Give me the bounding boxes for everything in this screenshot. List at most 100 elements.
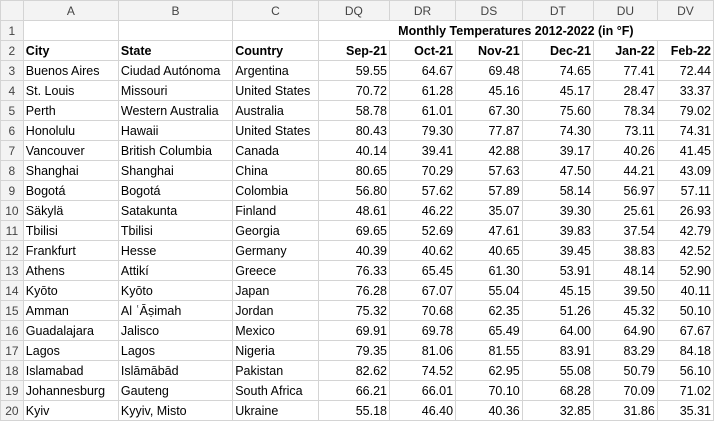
- temperature-cell[interactable]: 69.91: [317, 320, 391, 341]
- state-cell[interactable]: Satakunta: [117, 200, 234, 221]
- temperature-cell[interactable]: 79.30: [388, 120, 457, 141]
- column-header[interactable]: C: [232, 0, 319, 21]
- temperature-cell[interactable]: 82.62: [317, 360, 391, 381]
- column-header[interactable]: DQ: [317, 0, 391, 21]
- temperature-cell[interactable]: 48.61: [317, 200, 391, 221]
- state-cell[interactable]: Shanghai: [117, 160, 234, 181]
- temperature-cell[interactable]: 40.62: [388, 240, 457, 261]
- column-header[interactable]: DS: [455, 0, 523, 21]
- month-header-cell[interactable]: Oct-21: [388, 40, 457, 61]
- temperature-cell[interactable]: 44.21: [592, 160, 658, 181]
- month-header-cell[interactable]: Feb-22: [656, 40, 714, 61]
- column-header[interactable]: B: [117, 0, 234, 21]
- row-header[interactable]: 5: [0, 100, 24, 121]
- row-header[interactable]: 18: [0, 360, 24, 381]
- city-cell[interactable]: St. Louis: [22, 80, 119, 101]
- temperature-cell[interactable]: 64.90: [592, 320, 658, 341]
- temperature-cell[interactable]: 48.14: [592, 260, 658, 281]
- state-header-cell[interactable]: State: [117, 40, 234, 61]
- row-header[interactable]: 11: [0, 220, 24, 241]
- temperature-cell[interactable]: 70.10: [455, 380, 523, 401]
- temperature-cell[interactable]: 70.72: [317, 80, 391, 101]
- country-cell[interactable]: Mexico: [232, 320, 319, 341]
- cell[interactable]: [22, 20, 119, 41]
- cell[interactable]: [117, 20, 234, 41]
- temperature-cell[interactable]: 77.87: [455, 120, 523, 141]
- table-title-cell[interactable]: Monthly Temperatures 2012-2022 (in °F): [317, 20, 714, 41]
- country-cell[interactable]: Colombia: [232, 180, 319, 201]
- temperature-cell[interactable]: 69.48: [455, 60, 523, 81]
- city-cell[interactable]: Honolulu: [22, 120, 119, 141]
- temperature-cell[interactable]: 79.35: [317, 340, 391, 361]
- state-cell[interactable]: Jalisco: [117, 320, 234, 341]
- temperature-cell[interactable]: 65.49: [455, 320, 523, 341]
- state-cell[interactable]: Al ʿĀṣimah: [117, 300, 234, 321]
- temperature-cell[interactable]: 53.91: [521, 260, 594, 281]
- temperature-cell[interactable]: 74.30: [521, 120, 594, 141]
- temperature-cell[interactable]: 57.89: [455, 180, 523, 201]
- row-header[interactable]: 2: [0, 40, 24, 61]
- temperature-cell[interactable]: 25.61: [592, 200, 658, 221]
- row-header[interactable]: 14: [0, 280, 24, 301]
- country-cell[interactable]: Canada: [232, 140, 319, 161]
- country-cell[interactable]: Finland: [232, 200, 319, 221]
- temperature-cell[interactable]: 66.21: [317, 380, 391, 401]
- temperature-cell[interactable]: 40.65: [455, 240, 523, 261]
- temperature-cell[interactable]: 43.09: [656, 160, 714, 181]
- month-header-cell[interactable]: Sep-21: [317, 40, 391, 61]
- country-cell[interactable]: Australia: [232, 100, 319, 121]
- temperature-cell[interactable]: 83.91: [521, 340, 594, 361]
- temperature-cell[interactable]: 76.33: [317, 260, 391, 281]
- temperature-cell[interactable]: 79.02: [656, 100, 714, 121]
- temperature-cell[interactable]: 50.79: [592, 360, 658, 381]
- temperature-cell[interactable]: 46.40: [388, 400, 457, 421]
- temperature-cell[interactable]: 81.55: [455, 340, 523, 361]
- temperature-cell[interactable]: 35.31: [656, 400, 714, 421]
- temperature-cell[interactable]: 67.07: [388, 280, 457, 301]
- month-header-cell[interactable]: Dec-21: [521, 40, 594, 61]
- temperature-cell[interactable]: 73.11: [592, 120, 658, 141]
- temperature-cell[interactable]: 45.15: [521, 280, 594, 301]
- temperature-cell[interactable]: 32.85: [521, 400, 594, 421]
- temperature-cell[interactable]: 40.14: [317, 140, 391, 161]
- temperature-cell[interactable]: 52.90: [656, 260, 714, 281]
- city-cell[interactable]: Lagos: [22, 340, 119, 361]
- temperature-cell[interactable]: 39.30: [521, 200, 594, 221]
- row-header[interactable]: 16: [0, 320, 24, 341]
- city-cell[interactable]: Säkylä: [22, 200, 119, 221]
- temperature-cell[interactable]: 80.43: [317, 120, 391, 141]
- column-header[interactable]: A: [22, 0, 119, 21]
- temperature-cell[interactable]: 78.34: [592, 100, 658, 121]
- temperature-cell[interactable]: 59.55: [317, 60, 391, 81]
- country-cell[interactable]: South Africa: [232, 380, 319, 401]
- state-cell[interactable]: Lagos: [117, 340, 234, 361]
- temperature-cell[interactable]: 41.45: [656, 140, 714, 161]
- city-cell[interactable]: Johannesburg: [22, 380, 119, 401]
- temperature-cell[interactable]: 66.01: [388, 380, 457, 401]
- temperature-cell[interactable]: 70.29: [388, 160, 457, 181]
- column-header[interactable]: DR: [388, 0, 457, 21]
- country-cell[interactable]: Georgia: [232, 220, 319, 241]
- temperature-cell[interactable]: 39.41: [388, 140, 457, 161]
- temperature-cell[interactable]: 70.68: [388, 300, 457, 321]
- temperature-cell[interactable]: 37.54: [592, 220, 658, 241]
- temperature-cell[interactable]: 74.52: [388, 360, 457, 381]
- temperature-cell[interactable]: 69.78: [388, 320, 457, 341]
- city-cell[interactable]: Tbilisi: [22, 220, 119, 241]
- temperature-cell[interactable]: 67.30: [455, 100, 523, 121]
- temperature-cell[interactable]: 77.41: [592, 60, 658, 81]
- temperature-cell[interactable]: 39.83: [521, 220, 594, 241]
- column-header[interactable]: DT: [521, 0, 594, 21]
- select-all-corner[interactable]: [0, 0, 24, 21]
- temperature-cell[interactable]: 35.07: [455, 200, 523, 221]
- row-header[interactable]: 13: [0, 260, 24, 281]
- temperature-cell[interactable]: 57.11: [656, 180, 714, 201]
- temperature-cell[interactable]: 39.50: [592, 280, 658, 301]
- state-cell[interactable]: Hawaii: [117, 120, 234, 141]
- state-cell[interactable]: British Columbia: [117, 140, 234, 161]
- temperature-cell[interactable]: 45.32: [592, 300, 658, 321]
- temperature-cell[interactable]: 56.80: [317, 180, 391, 201]
- temperature-cell[interactable]: 39.45: [521, 240, 594, 261]
- temperature-cell[interactable]: 42.52: [656, 240, 714, 261]
- row-header[interactable]: 3: [0, 60, 24, 81]
